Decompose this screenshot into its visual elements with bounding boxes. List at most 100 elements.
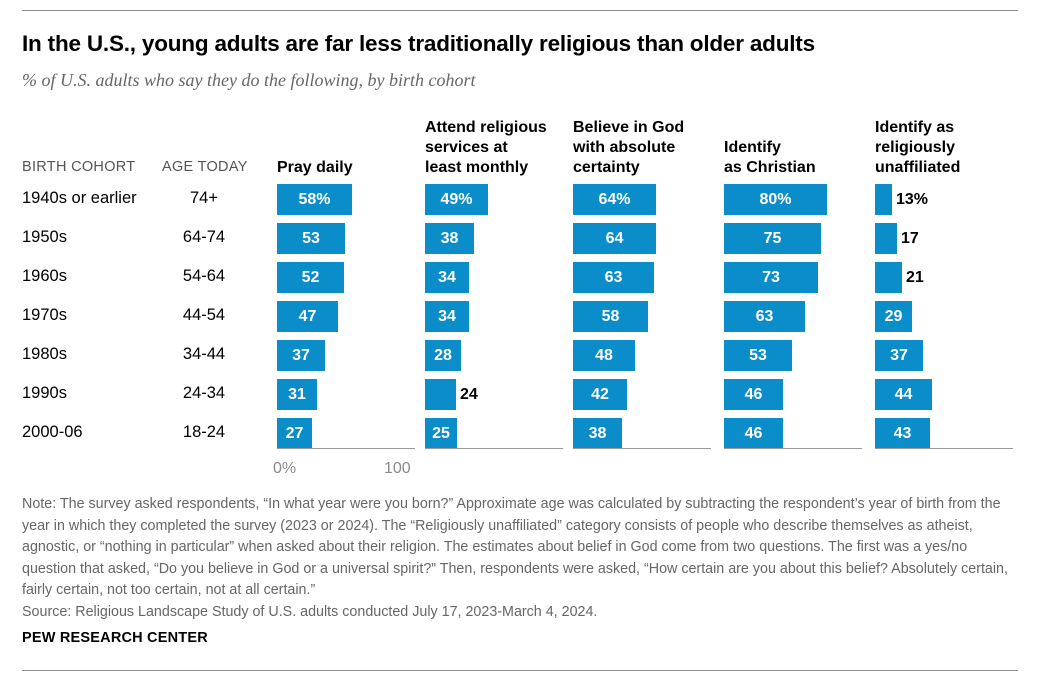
series-header: Identify as Christian — [724, 139, 816, 176]
bar — [573, 262, 654, 293]
bar — [875, 301, 912, 332]
bar — [573, 184, 656, 215]
bar-value-label: 80% — [759, 191, 792, 208]
axis-baseline — [573, 448, 711, 449]
bar-value-label: 21 — [906, 269, 924, 286]
age-label: 74+ — [190, 189, 218, 207]
bar — [875, 418, 930, 449]
age-label: 18-24 — [182, 423, 226, 441]
cohort-label: 1960s — [22, 267, 67, 285]
bar — [573, 340, 635, 371]
cohort-label: 1950s — [22, 228, 67, 246]
bar — [724, 301, 805, 332]
bar — [875, 340, 923, 371]
bar-value-label: 49% — [440, 191, 473, 208]
bar — [277, 301, 338, 332]
bar-value-label: 13% — [896, 191, 929, 208]
bar-value-label: 17 — [901, 230, 919, 247]
bar-value-label: 48 — [595, 347, 613, 364]
cohort-label: 1990s — [22, 384, 67, 402]
bar — [724, 418, 783, 449]
series-header: Pray daily — [277, 159, 353, 176]
bar-value-label: 58% — [298, 191, 331, 208]
chart-note: Note: The survey asked respondents, “In … — [22, 494, 1017, 623]
series-header: Attend religious services at least monthly — [425, 119, 547, 176]
axis-baseline — [277, 448, 415, 449]
bar-value-label: 53 — [749, 347, 767, 364]
cohort-label: 1980s — [22, 345, 67, 363]
bar-value-label: 46 — [744, 425, 763, 442]
bar-value-label: 24 — [460, 386, 478, 403]
bar — [277, 340, 325, 371]
bar — [425, 184, 488, 215]
bar-value-label: 58 — [601, 308, 620, 325]
bar — [573, 379, 627, 410]
bar — [724, 340, 792, 371]
bar-value-label: 75 — [763, 230, 782, 247]
bar-value-label: 64% — [598, 191, 631, 208]
age-label: 44-54 — [182, 306, 226, 324]
bottom-rule — [22, 670, 1018, 671]
chart-subtitle: % of U.S. adults who say they do the fol… — [22, 70, 476, 90]
top-rule — [22, 10, 1018, 11]
bar — [425, 301, 469, 332]
bar-value-label: 44 — [894, 386, 913, 403]
birth-cohort-header: BIRTH COHORT — [22, 159, 136, 175]
bar-value-label: 28 — [434, 347, 452, 364]
bar-value-label: 34 — [438, 269, 456, 286]
bar — [875, 262, 902, 293]
bar-value-label: 47 — [298, 308, 317, 325]
bar-value-label: 43 — [893, 425, 912, 442]
bar-value-label: 73 — [762, 269, 780, 286]
bar-value-label: 63 — [604, 269, 623, 286]
bar-value-label: 53 — [302, 230, 320, 247]
axis-baseline — [425, 448, 563, 449]
bar-value-label: 42 — [591, 386, 609, 403]
bar — [875, 379, 932, 410]
bar-value-label: 52 — [301, 269, 320, 286]
series-header: Believe in God with absolute certainty — [573, 119, 685, 176]
bar-value-label: 64 — [605, 230, 624, 247]
bar — [277, 379, 317, 410]
bar — [425, 379, 456, 410]
cohort-label: 1970s — [22, 306, 67, 324]
axis-max-label: 100 — [384, 460, 411, 477]
bar-value-label: 37 — [890, 347, 908, 364]
bar-value-label: 31 — [288, 386, 306, 403]
brand-logo-text: PEW RESEARCH CENTER — [22, 630, 208, 646]
bar — [425, 223, 474, 254]
source-text: Source: Religious Landscape Study of U.S… — [22, 603, 598, 620]
bar — [573, 418, 622, 449]
age-label: 34-44 — [182, 345, 226, 363]
bar — [425, 340, 461, 371]
bar-value-label: 37 — [292, 347, 310, 364]
age-today-header: AGE TODAY — [162, 159, 248, 175]
chart-title: In the U.S., young adults are far less t… — [22, 31, 815, 56]
bar-value-label: 25 — [432, 425, 450, 442]
series-header: Identify as religiously unaffiliated — [875, 119, 961, 176]
bar — [724, 184, 827, 215]
bar — [875, 223, 897, 254]
axis-baseline — [875, 448, 1013, 449]
bar-value-label: 38 — [588, 425, 607, 442]
bar — [277, 262, 344, 293]
bar — [724, 223, 821, 254]
bar — [573, 301, 648, 332]
bar — [277, 223, 345, 254]
cohort-label: 1940s or earlier — [22, 189, 137, 207]
bar-value-label: 38 — [440, 230, 459, 247]
bar-value-label: 29 — [884, 308, 903, 325]
bar-value-label: 34 — [438, 308, 456, 325]
bar — [573, 223, 656, 254]
bar-value-label: 27 — [285, 425, 304, 442]
bar-value-label: 46 — [744, 386, 763, 403]
bar — [425, 262, 469, 293]
age-label: 64-74 — [182, 228, 226, 246]
bar — [724, 379, 783, 410]
bar — [875, 184, 892, 215]
axis-baseline — [724, 448, 862, 449]
bar — [277, 184, 352, 215]
note-text: Note: The survey asked respondents, “In … — [22, 496, 1008, 598]
bar — [425, 418, 457, 449]
age-label: 54-64 — [182, 267, 226, 285]
